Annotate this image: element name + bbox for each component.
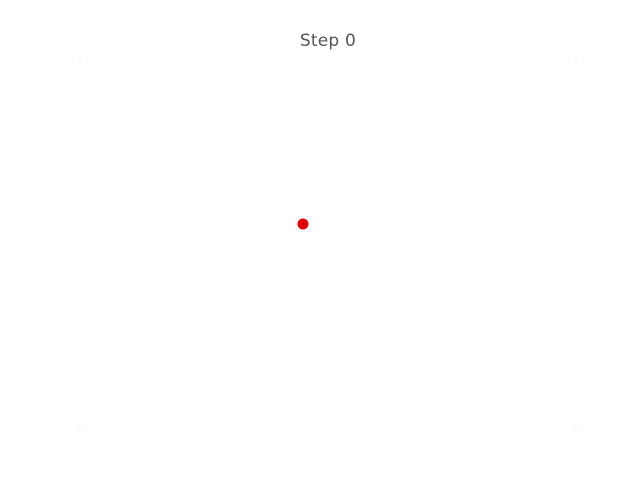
corner-mark-bottom-left	[79, 427, 81, 429]
agent-dot-marker	[297, 218, 309, 230]
corner-mark-bottom-right	[575, 427, 577, 429]
step-title: Step 0	[299, 31, 357, 51]
corner-mark-top-right	[575, 58, 577, 60]
corner-mark-top-left	[79, 58, 81, 60]
